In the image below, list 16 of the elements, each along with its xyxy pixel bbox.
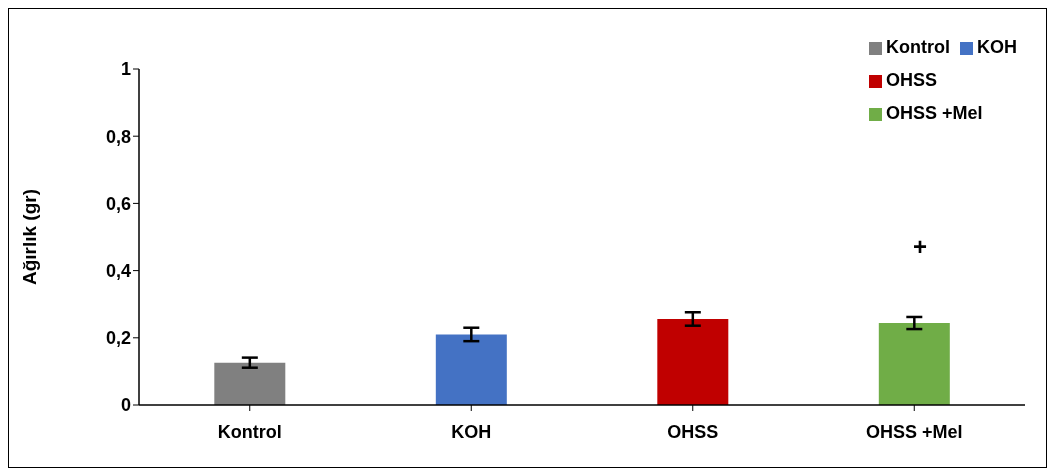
x-tick-label: Kontrol [217, 421, 282, 442]
legend-label: Kontrol [886, 37, 950, 57]
x-tick-label: OHSS +Mel [865, 421, 963, 442]
y-axis-title: Ağırlık (gr) [18, 188, 40, 286]
annotation: + [913, 233, 928, 261]
x-tick-label: KOH [451, 421, 492, 442]
y-tick-label: 0 [120, 395, 131, 416]
legend-label: KOH [976, 37, 1017, 57]
y-tick-label: 0,8 [105, 126, 131, 147]
legend-label: OHSS [886, 70, 938, 90]
y-tick-label: 0,6 [105, 193, 131, 214]
legend-label: OHSS +Mel [886, 103, 983, 123]
y-tick-label: 0,2 [105, 328, 131, 349]
y-tick-label: 0,4 [105, 260, 131, 281]
x-tick-label: OHSS [667, 421, 719, 442]
y-tick-label: 1 [120, 59, 131, 80]
